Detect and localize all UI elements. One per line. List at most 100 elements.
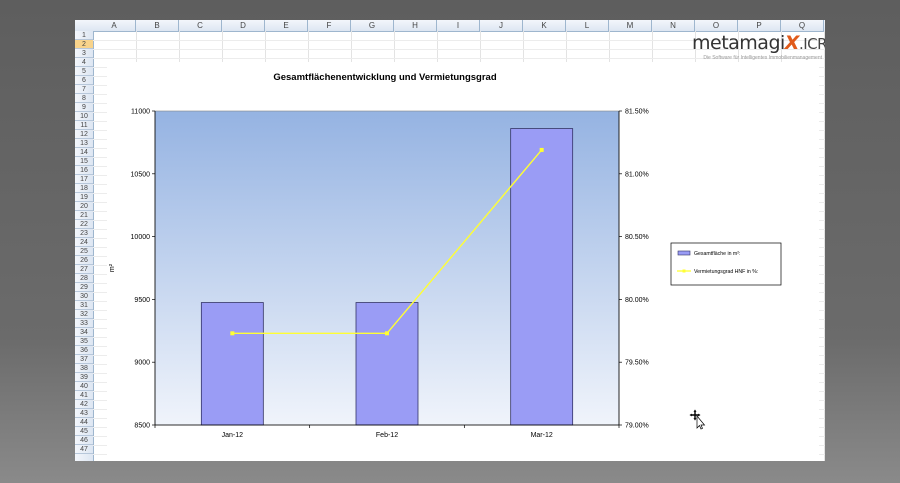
row-header-25[interactable]: 25 bbox=[75, 247, 93, 256]
row-gridline bbox=[93, 58, 825, 59]
row-header-14[interactable]: 14 bbox=[75, 148, 93, 157]
line-point-mar-12 bbox=[539, 147, 544, 152]
column-header-l[interactable]: L bbox=[566, 20, 609, 31]
row-header-27[interactable]: 27 bbox=[75, 265, 93, 274]
row-header-5[interactable]: 5 bbox=[75, 67, 93, 76]
row-header-41[interactable]: 41 bbox=[75, 391, 93, 400]
row-header-46[interactable]: 46 bbox=[75, 436, 93, 445]
row-header-18[interactable]: 18 bbox=[75, 184, 93, 193]
y-tick-label-right: 79.00% bbox=[625, 423, 649, 430]
x-tick-label-mar-12: Mar-12 bbox=[531, 432, 553, 439]
column-header-h[interactable]: H bbox=[394, 20, 437, 31]
row-header-19[interactable]: 19 bbox=[75, 193, 93, 202]
row-header-11[interactable]: 11 bbox=[75, 121, 93, 130]
row-header-40[interactable]: 40 bbox=[75, 382, 93, 391]
row-header-47[interactable]: 47 bbox=[75, 445, 93, 454]
row-header-32[interactable]: 32 bbox=[75, 310, 93, 319]
row-header-21[interactable]: 21 bbox=[75, 211, 93, 220]
column-header-o[interactable]: O bbox=[695, 20, 738, 31]
legend-label-line: Vermietungsgrad HNF in %: bbox=[694, 269, 758, 275]
column-header-d[interactable]: D bbox=[222, 20, 265, 31]
row-header-6[interactable]: 6 bbox=[75, 76, 93, 85]
y-tick-label-left: 8500 bbox=[134, 423, 150, 430]
row-header-17[interactable]: 17 bbox=[75, 175, 93, 184]
y-tick-label-left: 10000 bbox=[131, 234, 151, 241]
chart-title: Gesamtflächenentwicklung und Vermietungs… bbox=[273, 72, 496, 83]
column-header-j[interactable]: J bbox=[480, 20, 523, 31]
row-gridline bbox=[93, 40, 825, 41]
bar-mar-12 bbox=[510, 128, 574, 426]
column-header-f[interactable]: F bbox=[308, 20, 351, 31]
row-header-31[interactable]: 31 bbox=[75, 301, 93, 310]
row-header-37[interactable]: 37 bbox=[75, 355, 93, 364]
row-header-26[interactable]: 26 bbox=[75, 256, 93, 265]
row-header-22[interactable]: 22 bbox=[75, 220, 93, 229]
legend-box bbox=[670, 242, 782, 286]
y-tick-label-left: 9000 bbox=[134, 360, 150, 367]
y-axis-label: m² bbox=[109, 263, 116, 272]
column-header-b[interactable]: B bbox=[136, 20, 179, 31]
row-header-15[interactable]: 15 bbox=[75, 157, 93, 166]
y-tick-label-left: 9500 bbox=[134, 297, 150, 304]
column-header-p[interactable]: P bbox=[738, 20, 781, 31]
bar-jan-12 bbox=[200, 302, 264, 426]
row-header-28[interactable]: 28 bbox=[75, 274, 93, 283]
row-header-30[interactable]: 30 bbox=[75, 292, 93, 301]
row-header-23[interactable]: 23 bbox=[75, 229, 93, 238]
logo-brand: metamagiX.ICRS bbox=[692, 32, 825, 54]
column-header-i[interactable]: I bbox=[437, 20, 480, 31]
logo-tagline: Die Software für Intelligentes Immobilie… bbox=[703, 55, 822, 61]
row-header-20[interactable]: 20 bbox=[75, 202, 93, 211]
row-header-4[interactable]: 4 bbox=[75, 58, 93, 67]
column-header-n[interactable]: N bbox=[652, 20, 695, 31]
y-tick-label-right: 81.00% bbox=[625, 171, 649, 178]
column-header-k[interactable]: K bbox=[523, 20, 566, 31]
row-header-39[interactable]: 39 bbox=[75, 373, 93, 382]
row-header-33[interactable]: 33 bbox=[75, 319, 93, 328]
column-header-m[interactable]: M bbox=[609, 20, 652, 31]
row-header-10[interactable]: 10 bbox=[75, 112, 93, 121]
row-header-9[interactable]: 9 bbox=[75, 103, 93, 112]
legend: Gesamtfläche in m²: Vermietungsgrad HNF … bbox=[670, 242, 782, 286]
row-header-2[interactable]: 2 bbox=[75, 40, 93, 49]
row-header-36[interactable]: 36 bbox=[75, 346, 93, 355]
row-header-24[interactable]: 24 bbox=[75, 238, 93, 247]
column-header-c[interactable]: C bbox=[179, 20, 222, 31]
row-header-42[interactable]: 42 bbox=[75, 400, 93, 409]
y-tick-label-right: 80.00% bbox=[625, 297, 649, 304]
column-header-e[interactable]: E bbox=[265, 20, 308, 31]
row-header-3[interactable]: 3 bbox=[75, 49, 93, 58]
x-tick-label-feb-12: Feb-12 bbox=[376, 432, 398, 439]
column-gridline bbox=[824, 31, 825, 461]
row-header-12[interactable]: 12 bbox=[75, 130, 93, 139]
y-tick-label-right: 79.50% bbox=[625, 360, 649, 367]
y-tick-label-left: 10500 bbox=[131, 171, 151, 178]
x-tick-label-jan-12: Jan-12 bbox=[222, 432, 244, 439]
y-tick-label-right: 81.50% bbox=[625, 109, 649, 116]
row-header-29[interactable]: 29 bbox=[75, 283, 93, 292]
row-header-45[interactable]: 45 bbox=[75, 427, 93, 436]
row-header-44[interactable]: 44 bbox=[75, 418, 93, 427]
row-header-34[interactable]: 34 bbox=[75, 328, 93, 337]
row-header-43[interactable]: 43 bbox=[75, 409, 93, 418]
legend-label-bars: Gesamtfläche in m²: bbox=[694, 251, 740, 257]
row-header-38[interactable]: 38 bbox=[75, 364, 93, 373]
line-point-jan-12 bbox=[230, 331, 235, 336]
row-header-35[interactable]: 35 bbox=[75, 337, 93, 346]
line-point-feb-12 bbox=[385, 331, 389, 336]
row-header-16[interactable]: 16 bbox=[75, 166, 93, 175]
row-header-1[interactable]: 1 bbox=[75, 31, 93, 40]
row-headers: 1 2 3 4 5 6 7 8 9 10 11 12 13 14 15 16 17 18 19 20 21 22 23 24 2… bbox=[75, 31, 94, 461]
row-header-7[interactable]: 7 bbox=[75, 85, 93, 94]
column-header-g[interactable]: G bbox=[351, 20, 394, 31]
move-cursor-icon bbox=[688, 408, 706, 435]
y-tick-label-left: 11000 bbox=[131, 109, 150, 116]
row-header-8[interactable]: 8 bbox=[75, 94, 93, 103]
column-header-q[interactable]: Q bbox=[781, 20, 824, 31]
column-header-a[interactable]: A bbox=[93, 20, 136, 31]
bar-feb-12 bbox=[355, 302, 419, 426]
row-header-13[interactable]: 13 bbox=[75, 139, 93, 148]
legend-bar-swatch bbox=[677, 250, 691, 256]
